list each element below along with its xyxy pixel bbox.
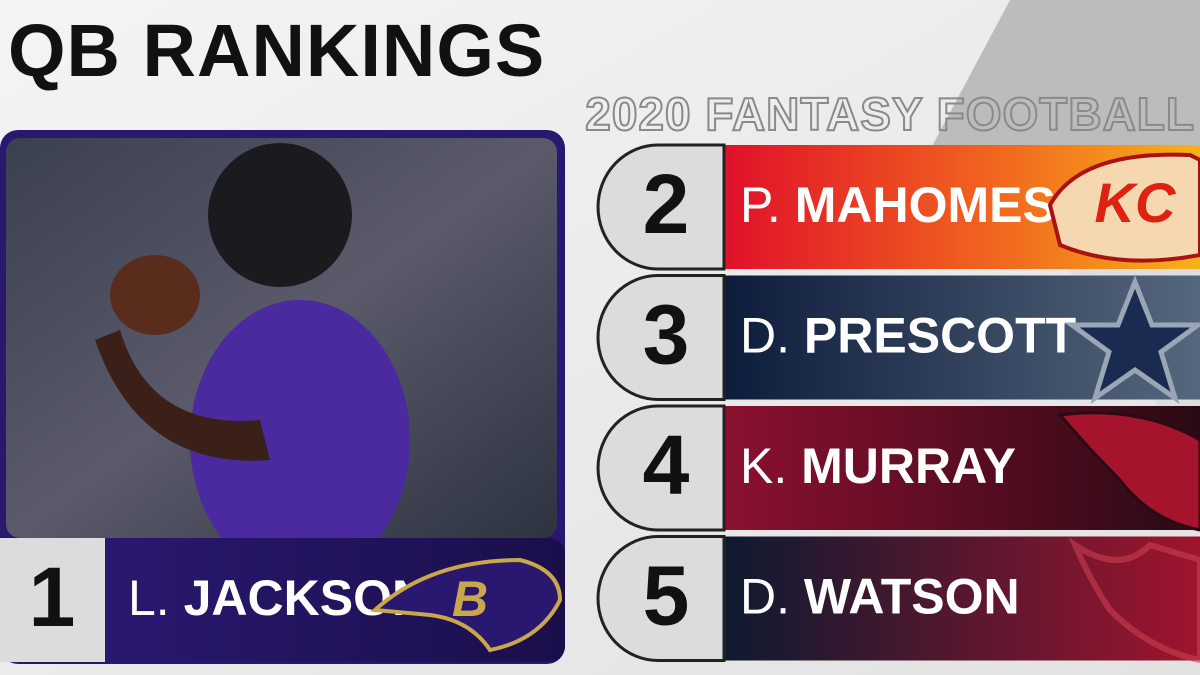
player-surname: MAHOMES xyxy=(795,177,1056,233)
title: QB RANKINGS xyxy=(8,9,545,92)
player-name: D. WATSON xyxy=(740,569,1020,625)
rank-number: 1 xyxy=(29,550,76,644)
cardinals-logo xyxy=(1057,411,1200,532)
rank-box xyxy=(596,274,726,401)
cowboys-logo xyxy=(1064,275,1200,405)
texans-logo xyxy=(1068,536,1200,664)
stripe xyxy=(930,0,1200,150)
player-surname: PRESCOTT xyxy=(804,308,1076,364)
rank-number: 3 xyxy=(643,288,690,382)
rank-number: 5 xyxy=(643,549,690,643)
player-name: K. MURRAY xyxy=(740,438,1016,494)
rank-box xyxy=(596,535,726,662)
player-initial: D. xyxy=(740,308,790,364)
chiefs-logo: KC xyxy=(1047,152,1200,263)
svg-text:B: B xyxy=(452,571,488,627)
player-surname: MURRAY xyxy=(801,438,1016,494)
rank-number: 2 xyxy=(643,157,690,251)
player-name: L. JACKSON xyxy=(128,570,428,626)
player-initial: P. xyxy=(740,177,781,233)
subtitle: 2020 FANTASY FOOTBALL xyxy=(585,88,1195,140)
svg-text:KC: KC xyxy=(1095,171,1177,234)
player-name: D. PRESCOTT xyxy=(740,308,1076,364)
rank-box xyxy=(596,404,726,532)
player-initial: L. xyxy=(128,570,170,626)
rank-number: 4 xyxy=(643,418,690,512)
player-surname: WATSON xyxy=(804,569,1020,625)
ravens-logo: B xyxy=(370,557,563,653)
rank-box xyxy=(596,143,726,271)
player-silhouette xyxy=(95,143,410,580)
player-name: P. MAHOMES xyxy=(740,177,1056,233)
rank-box xyxy=(0,538,105,662)
ranking-row: 5 D. WATSON xyxy=(596,535,1200,662)
player-initial: K. xyxy=(740,438,787,494)
player-initial: D. xyxy=(740,569,790,625)
